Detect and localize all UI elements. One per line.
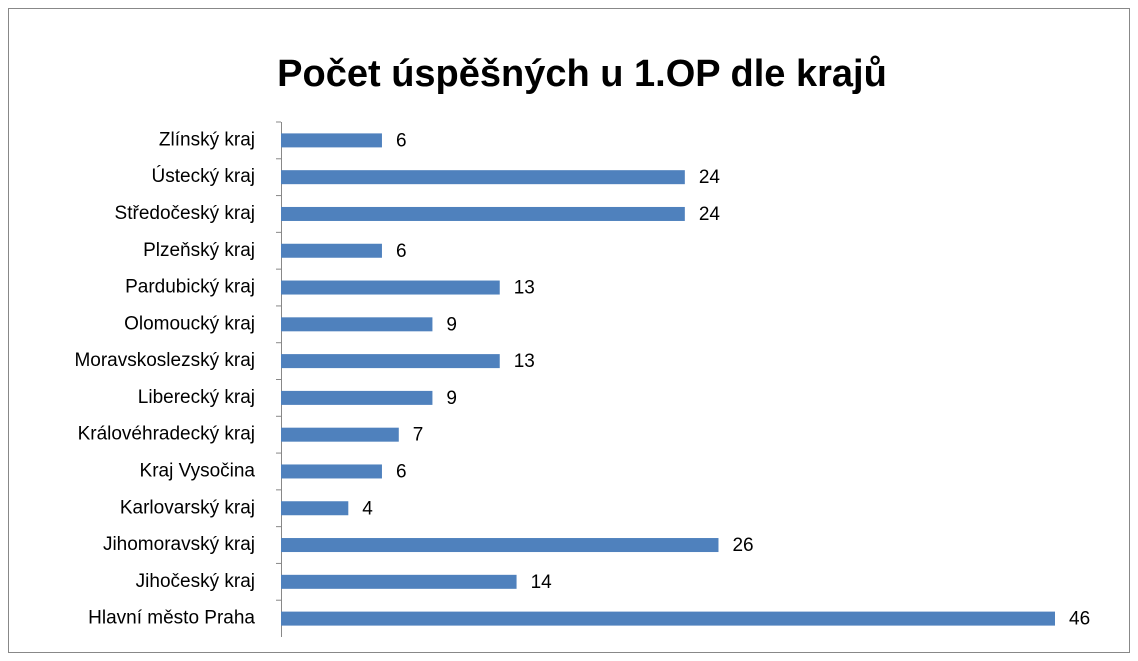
y-tick-label: Plzeňský kraj (143, 240, 255, 261)
data-label: 13 (514, 351, 535, 372)
bar (281, 170, 685, 185)
data-label: 6 (396, 130, 407, 151)
bar (281, 354, 500, 369)
bar (281, 390, 433, 405)
bar (281, 501, 349, 516)
bar (281, 611, 1055, 626)
data-label: 24 (699, 204, 721, 225)
data-label: 9 (446, 314, 457, 335)
y-tick-label: Hlavní město Praha (88, 608, 255, 629)
bar (281, 538, 719, 553)
y-tick-label: Moravskoslezský kraj (74, 350, 255, 371)
data-label: 9 (446, 388, 457, 409)
data-label: 14 (531, 572, 553, 593)
y-tick-label: Středočeský kraj (115, 203, 255, 224)
bar (281, 427, 399, 442)
data-label: 46 (1069, 609, 1090, 630)
bar (281, 317, 433, 332)
bar (281, 243, 382, 258)
y-tick-label: Pardubický kraj (125, 277, 255, 298)
y-tick-label: Jihomoravský kraj (103, 534, 255, 555)
y-tick-label: Jihočeský kraj (136, 571, 255, 592)
y-tick-label: Olomoucký kraj (124, 313, 255, 334)
y-tick-label: Ústecký kraj (152, 165, 255, 187)
bar (281, 280, 500, 295)
y-tick-label: Zlínský kraj (159, 129, 255, 150)
bar (281, 464, 382, 479)
data-label: 4 (362, 498, 373, 519)
data-label: 6 (396, 241, 407, 262)
bar (281, 133, 382, 148)
data-label: 7 (413, 425, 424, 446)
y-tick-label: Královéhradecký kraj (78, 424, 255, 445)
bar (281, 574, 517, 589)
chart-title: Počet úspěšných u 1.OP dle krajů (277, 53, 887, 95)
bar (281, 206, 685, 221)
y-tick-label: Karlovarský kraj (120, 497, 255, 518)
data-label: 26 (732, 535, 753, 556)
data-label: 24 (699, 167, 721, 188)
y-tick-label: Liberecký kraj (138, 387, 255, 408)
data-label: 13 (514, 278, 535, 299)
y-tick-label: Kraj Vysočina (140, 460, 256, 481)
data-label: 6 (396, 461, 407, 482)
